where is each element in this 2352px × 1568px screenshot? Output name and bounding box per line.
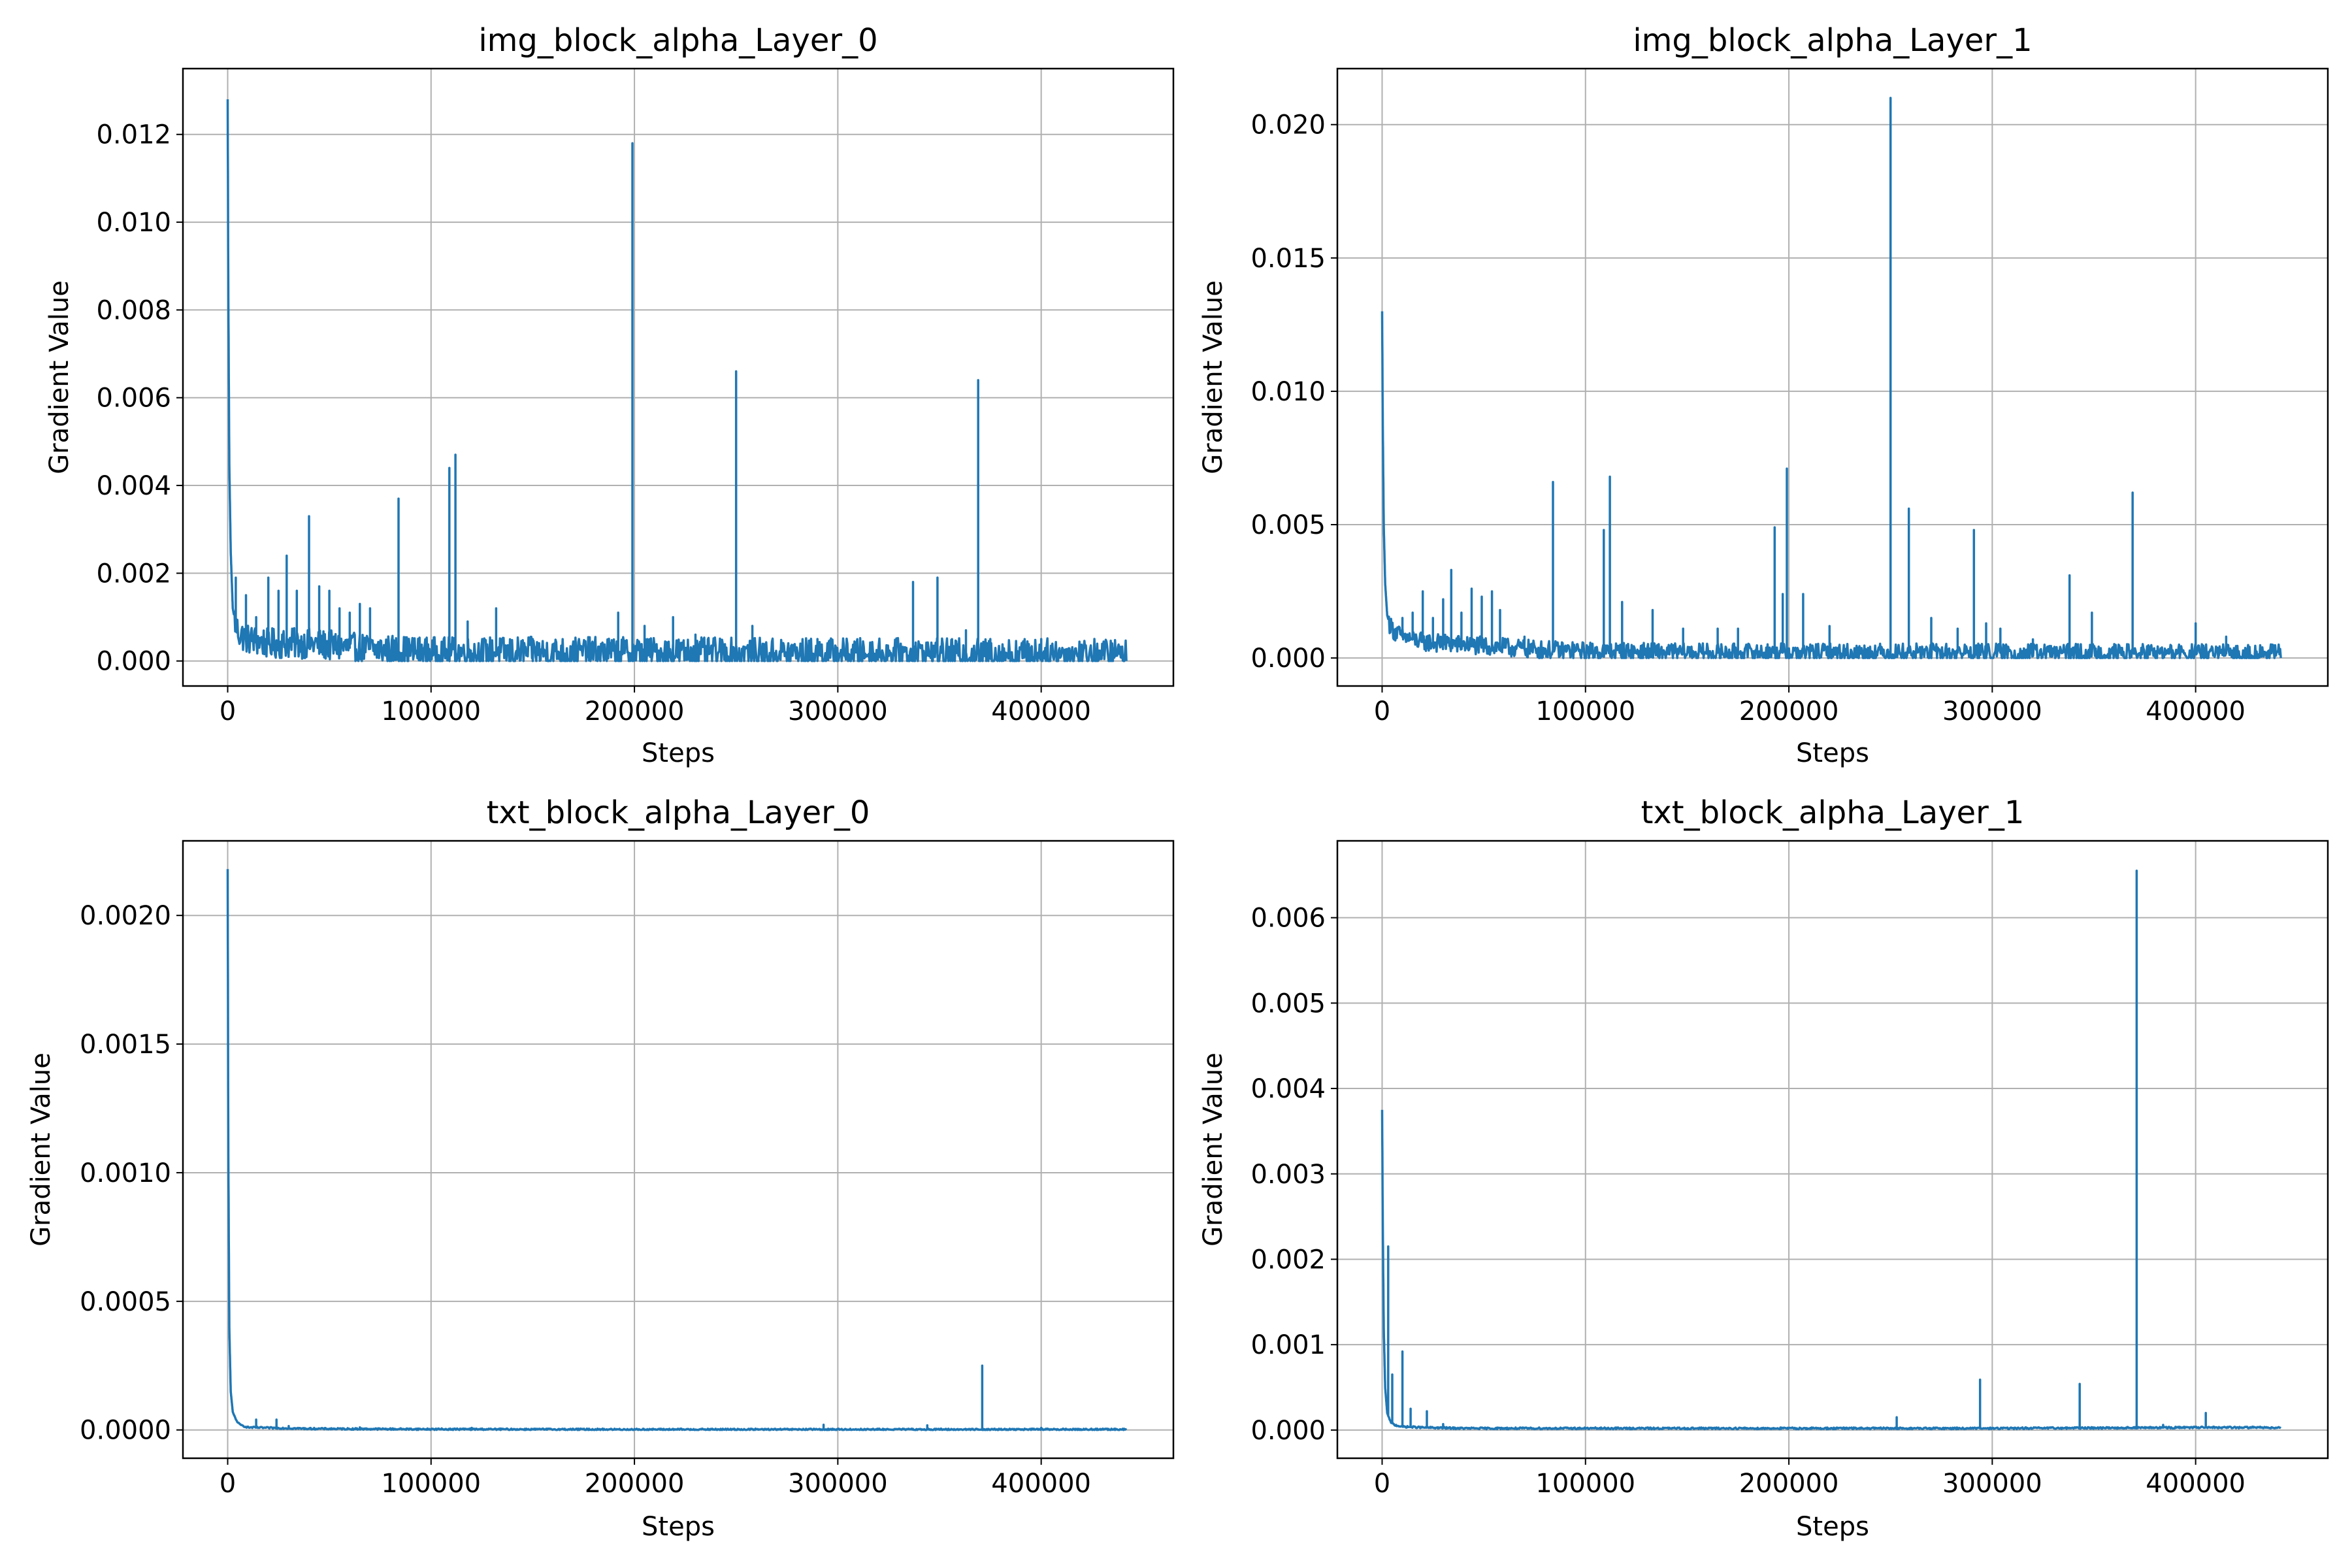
plot-frame <box>1336 67 2329 687</box>
plot-frame <box>182 840 1175 1460</box>
panel-txt-layer-0: txt_block_alpha_Layer_0 0 100000 200000 300… <box>26 794 1175 1542</box>
y-tick-label: 0.000 <box>96 647 171 677</box>
plot-frame <box>1336 840 2329 1460</box>
y-tick-label: 0.002 <box>96 559 171 589</box>
x-tick-label: 200000 <box>1739 696 1839 727</box>
chart-title: txt_block_alpha_Layer_1 <box>1641 794 2025 831</box>
y-tick-label: 0.001 <box>1250 1330 1326 1360</box>
y-tick-label: 0.010 <box>1250 377 1326 407</box>
y-tick-label: 0.0010 <box>80 1158 171 1188</box>
y-tick-label: 0.006 <box>96 384 171 414</box>
x-tick-label: 100000 <box>381 696 481 727</box>
y-tick-label: 0.015 <box>1250 244 1326 274</box>
y-tick-label: 0.008 <box>96 295 171 325</box>
y-tick-label: 0.005 <box>1250 510 1326 540</box>
chart-title: img_block_alpha_Layer_0 <box>478 22 877 59</box>
y-tick-label: 0.010 <box>96 208 171 238</box>
x-axis-label: Steps <box>642 738 715 768</box>
x-tick-label: 0 <box>220 1469 236 1499</box>
y-tick-label: 0.0000 <box>80 1416 171 1446</box>
x-axis-label: Steps <box>1796 738 1869 768</box>
panel-img-layer-0: img_block_alpha_Layer_0 0 100000 200000 300… <box>44 22 1175 768</box>
x-tick-label: 300000 <box>788 696 888 727</box>
y-tick-label: 0.0015 <box>80 1030 171 1060</box>
panel-txt-layer-1: txt_block_alpha_Layer_1 0 100000 200000 300… <box>1198 794 2329 1542</box>
y-axis-label: Gradient Value <box>26 1053 56 1247</box>
plot-frame <box>182 67 1175 687</box>
x-tick-label: 300000 <box>788 1469 888 1499</box>
x-tick-label: 0 <box>220 696 236 727</box>
y-tick-label: 0.000 <box>1250 1416 1326 1446</box>
y-tick-label: 0.000 <box>1250 644 1326 674</box>
y-tick-label: 0.003 <box>1250 1160 1326 1190</box>
x-tick-label: 300000 <box>1942 696 2042 727</box>
series-line <box>1380 869 2282 1431</box>
x-tick-label: 100000 <box>1535 696 1635 727</box>
x-tick-label: 0 <box>1374 696 1390 727</box>
y-axis-label: Gradient Value <box>1198 280 1228 474</box>
series-line <box>226 869 1128 1431</box>
x-tick-label: 200000 <box>1739 1469 1839 1499</box>
x-tick-label: 100000 <box>381 1469 481 1499</box>
x-tick-label: 100000 <box>1535 1469 1635 1499</box>
y-tick-label: 0.012 <box>96 120 171 150</box>
x-tick-label: 400000 <box>2146 696 2246 727</box>
x-tick-label: 300000 <box>1942 1469 2042 1499</box>
y-tick-label: 0.002 <box>1250 1245 1326 1275</box>
series-line <box>226 99 1128 662</box>
x-axis-label: Steps <box>1796 1512 1869 1542</box>
y-tick-label: 0.006 <box>1250 904 1326 934</box>
x-tick-label: 200000 <box>585 696 685 727</box>
y-tick-label: 0.020 <box>1250 110 1326 140</box>
x-tick-label: 200000 <box>585 1469 685 1499</box>
panel-img-layer-1: img_block_alpha_Layer_1 0 100000 200000 300… <box>1198 22 2329 768</box>
y-tick-label: 0.004 <box>1250 1074 1326 1104</box>
chart-title: txt_block_alpha_Layer_0 <box>487 794 870 831</box>
y-axis-label: Gradient Value <box>1198 1053 1228 1247</box>
y-tick-label: 0.0020 <box>80 901 171 931</box>
y-tick-label: 0.004 <box>96 471 171 501</box>
series-line <box>1380 97 2282 659</box>
x-axis-label: Steps <box>642 1512 715 1542</box>
chart-title: img_block_alpha_Layer_1 <box>1633 22 2032 59</box>
x-tick-label: 0 <box>1374 1469 1390 1499</box>
x-tick-label: 400000 <box>2146 1469 2246 1499</box>
y-tick-label: 0.005 <box>1250 988 1326 1019</box>
y-axis-label: Gradient Value <box>44 280 74 474</box>
y-tick-label: 0.0005 <box>80 1287 171 1317</box>
x-tick-label: 400000 <box>991 1469 1091 1499</box>
x-tick-label: 400000 <box>991 696 1091 727</box>
